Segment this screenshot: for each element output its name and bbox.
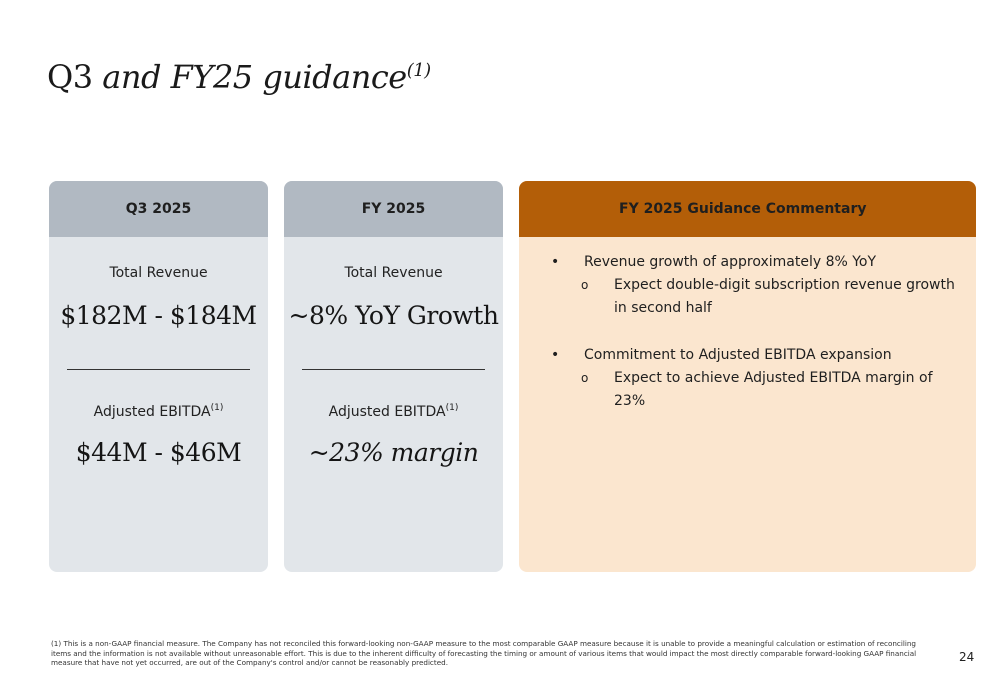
fy-ebitda-label: Adjusted EBITDA(1): [284, 403, 503, 420]
q3-card-header: Q3 2025: [49, 181, 268, 237]
fy-divider: [302, 369, 485, 370]
commentary-card-header: FY 2025 Guidance Commentary: [519, 181, 976, 237]
title-regular: Q3: [47, 58, 93, 96]
commentary-bullet: • Commitment to Adjusted EBITDA expansio…: [551, 344, 956, 367]
guidance-commentary-card: FY 2025 Guidance Commentary • Revenue gr…: [519, 181, 976, 572]
commentary-bullet-text: Commitment to Adjusted EBITDA expansion: [584, 347, 892, 363]
fy-revenue-label: Total Revenue: [344, 265, 443, 281]
q3-ebitda-value: $44M - $46M: [75, 438, 242, 467]
title-italic: and FY25 guidance: [102, 58, 407, 96]
commentary-bullet-text: Revenue growth of approximately 8% YoY: [584, 254, 877, 270]
commentary-sub-bullet: o Expect double-digit subscription reven…: [551, 274, 956, 320]
commentary-sub-bullet-text: Expect to achieve Adjusted EBITDA margin…: [614, 370, 933, 409]
slide-title: Q3 and FY25 guidance(1): [47, 58, 431, 96]
q3-ebitda-label: Adjusted EBITDA(1): [49, 403, 268, 420]
title-footnote-marker: (1): [406, 60, 432, 81]
bullet-icon: •: [551, 254, 560, 270]
commentary-sub-bullet: o Expect to achieve Adjusted EBITDA marg…: [551, 367, 956, 413]
fy-ebitda-value: ~23% margin: [308, 438, 479, 467]
sub-bullet-icon: o: [581, 278, 589, 292]
fy-ebitda-label-text: Adjusted EBITDA: [328, 404, 446, 420]
page-number: 24: [959, 650, 975, 664]
q3-divider: [67, 369, 250, 370]
bullet-spacer: [551, 320, 956, 344]
q3-revenue-value: $182M - $184M: [60, 301, 257, 330]
q3-ebitda-footnote-marker: (1): [210, 403, 224, 413]
fy-revenue-value: ~8% YoY Growth: [288, 301, 499, 330]
sub-bullet-icon: o: [581, 371, 589, 385]
fy-ebitda-footnote-marker: (1): [445, 403, 459, 413]
q3-revenue-label: Total Revenue: [109, 265, 208, 281]
q3-ebitda-label-text: Adjusted EBITDA: [93, 404, 211, 420]
commentary-bullet: • Revenue growth of approximately 8% YoY: [551, 251, 956, 274]
q3-2025-card: Q3 2025 Total Revenue $182M - $184M Adju…: [49, 181, 268, 572]
commentary-list: • Revenue growth of approximately 8% YoY…: [551, 251, 956, 413]
footnote: (1) This is a non-GAAP financial measure…: [51, 639, 917, 668]
fy-2025-card: FY 2025 Total Revenue ~8% YoY Growth Adj…: [284, 181, 503, 572]
commentary-sub-bullet-text: Expect double-digit subscription revenue…: [614, 277, 955, 316]
bullet-icon: •: [551, 347, 560, 363]
fy-card-header: FY 2025: [284, 181, 503, 237]
